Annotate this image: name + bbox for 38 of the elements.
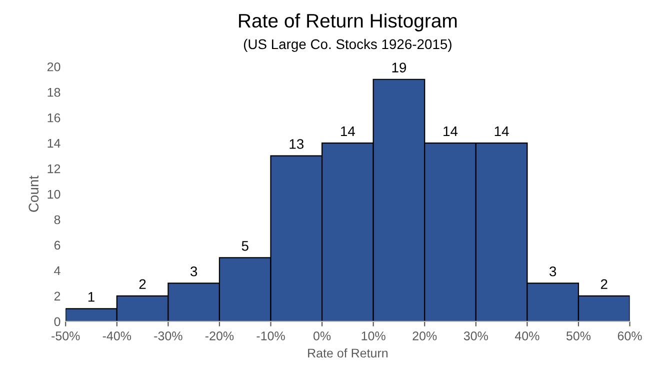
data-label: 13 [290,139,304,149]
y-tick-label: 12 [48,164,60,174]
x-tick-label: 60% [618,331,642,340]
data-label: 14 [444,126,458,136]
y-tick-label: 20 [47,62,60,72]
y-tick-label: 4 [54,266,60,276]
y-tick-label: 2 [54,292,60,300]
x-tick-label: 30% [464,331,488,340]
y-tick-label: 6 [54,240,60,250]
y-tick-label: 16 [48,113,60,122]
x-tick-label: -40% [102,331,132,340]
y-tick-label: 14 [48,139,60,148]
x-tick-label: 50% [566,331,591,340]
data-label: 1 [88,292,94,302]
y-tick-label: 18 [48,88,60,97]
x-tick-label: -10% [256,331,285,340]
y-tick-label: 0 [54,317,60,326]
data-label: 3 [190,266,198,276]
chart-subtitle: (US Large Co. Stocks 1926-2015) [244,38,452,52]
data-label: 5 [242,241,248,251]
data-label: 2 [600,279,608,289]
x-tick-label: -50% [52,331,80,340]
y-tick-label: 10 [48,190,60,199]
y-tick-label: 8 [54,215,60,224]
x-tick-label: 10% [362,331,386,340]
data-label: 14 [341,126,355,136]
x-tick-label: 20% [412,331,437,340]
data-label: 2 [139,279,146,289]
x-tick-label: -20% [205,331,234,340]
y-axis-title: Count [28,176,39,212]
x-tick-label: 0% [313,331,331,340]
data-label: 14 [494,126,509,136]
x-tick-label: 40% [514,331,540,340]
data-label: 19 [392,62,406,72]
chart-title: Rate of Return Histogram [239,13,457,32]
x-tick-label: -30% [154,331,182,340]
data-label: 3 [549,266,556,276]
x-axis-title: Rate of Return [308,348,388,358]
